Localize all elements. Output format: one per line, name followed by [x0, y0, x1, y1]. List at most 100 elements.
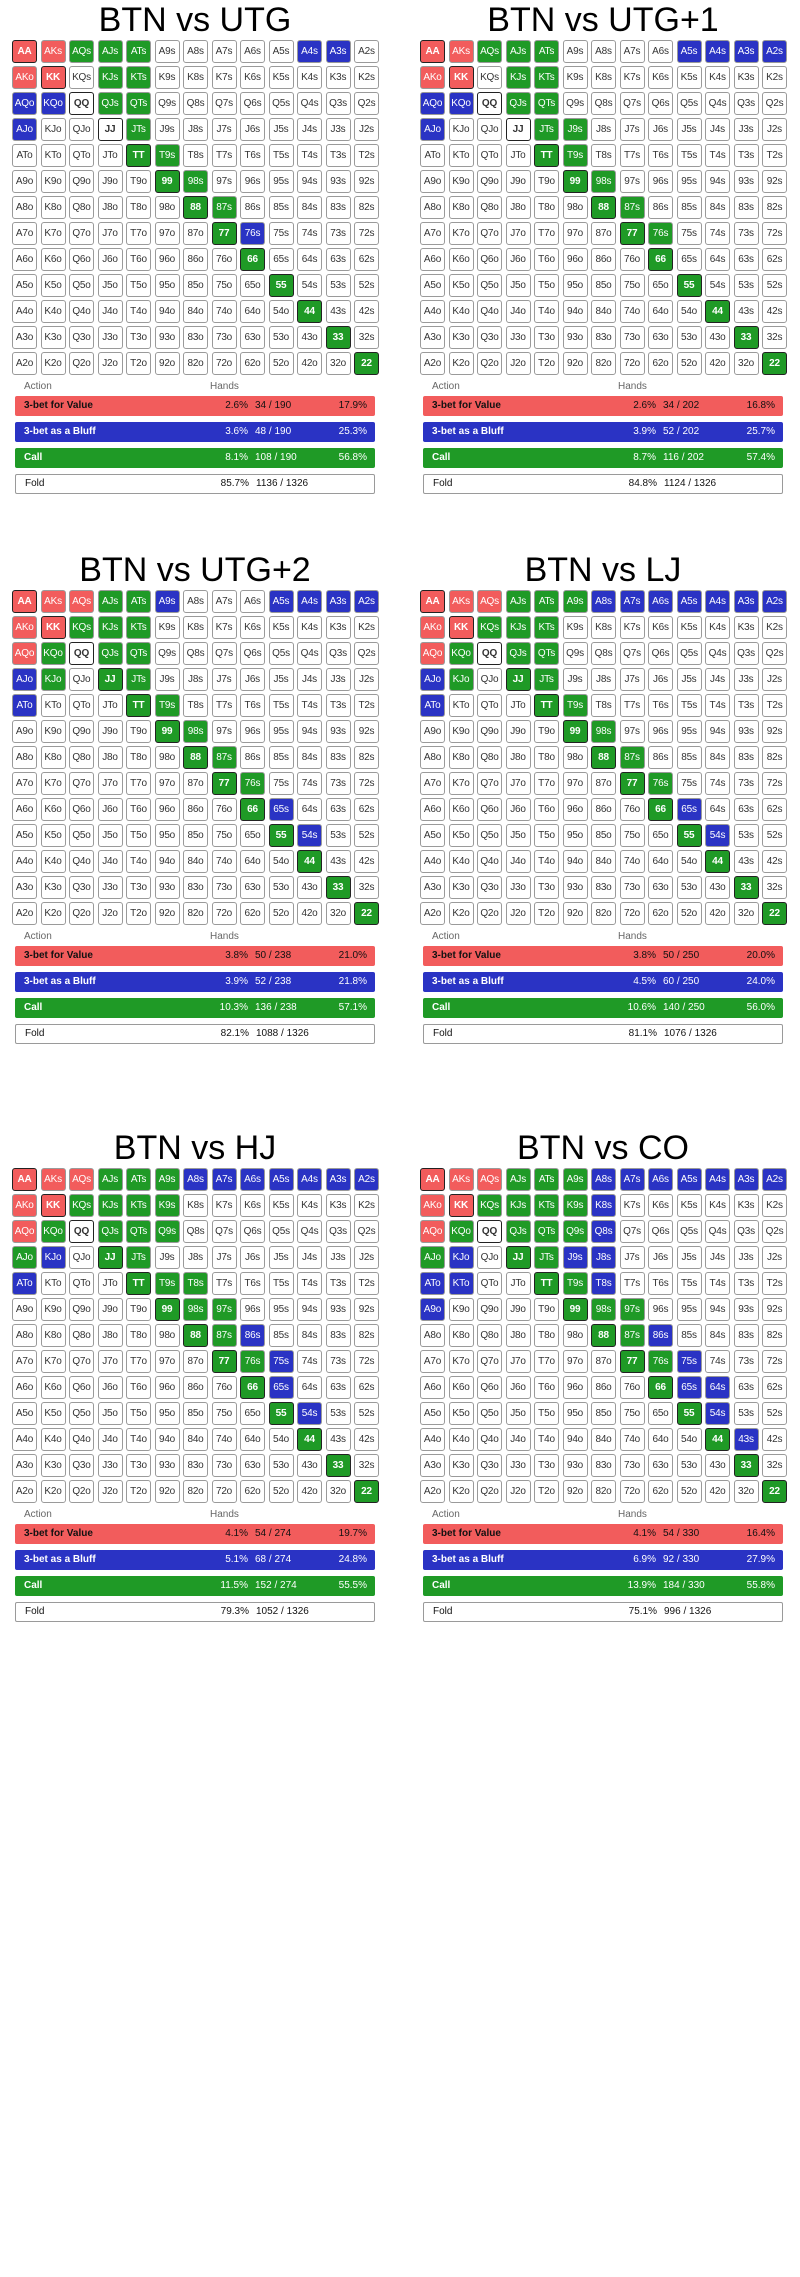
- hand-cell-t3o: T3o: [534, 1454, 559, 1477]
- hand-cell-a3s: A3s: [325, 40, 351, 63]
- hand-cell-74o: 74o: [619, 300, 645, 323]
- hand-cell-k4s: K4s: [297, 1194, 322, 1217]
- hand-cell-q8s: Q8s: [591, 1220, 616, 1243]
- hand-cell-qq: QQ: [69, 92, 94, 115]
- hand-cell-t7o: T7o: [126, 222, 151, 245]
- hand-cell-55: 55: [676, 274, 702, 297]
- hand-cell-q5o: Q5o: [477, 274, 502, 297]
- hand-cell-qq: QQ: [477, 642, 502, 665]
- hand-cell-87o: 87o: [183, 222, 208, 245]
- hand-cell-a5o: A5o: [420, 274, 445, 297]
- hand-cell-q9s: Q9s: [154, 642, 180, 665]
- hand-cell-kto: KTo: [448, 694, 474, 717]
- hand-cell-a2s: A2s: [354, 40, 379, 63]
- hand-cell-63o: 63o: [240, 1454, 265, 1477]
- combo-count: 50 / 238: [255, 950, 292, 961]
- hand-cell-a6s: A6s: [240, 40, 265, 63]
- hand-cell-t4o: T4o: [126, 1428, 151, 1451]
- hand-cell-83s: 83s: [325, 1324, 351, 1347]
- hand-cell-66: 66: [648, 1376, 673, 1399]
- hand-cell-87s: 87s: [211, 1324, 237, 1347]
- hand-cell-64s: 64s: [705, 248, 730, 271]
- hand-cell-qts: QTs: [534, 642, 559, 665]
- hand-cell-j9o: J9o: [505, 720, 531, 743]
- range-panel-btn-vs-utg: BTN vs UTG AA AKs AQs AJs ATs A9s A8s A7s A6s A5s…: [10, 0, 380, 500]
- hand-cell-87s: 87s: [619, 1324, 645, 1347]
- hand-cell-a8o: A8o: [420, 746, 445, 769]
- hand-cell-52s: 52s: [354, 824, 379, 847]
- hand-cell-t8s: T8s: [183, 144, 208, 167]
- hand-cell-q8s: Q8s: [183, 642, 208, 665]
- hand-cell-jts: JTs: [534, 1246, 559, 1269]
- hand-cell-t3s: T3s: [325, 1272, 351, 1295]
- hand-cell-75o: 75o: [619, 824, 645, 847]
- action-column-header: Action: [24, 381, 52, 392]
- hand-cell-j4o: J4o: [97, 300, 123, 323]
- action-label: 3-bet for Value: [24, 950, 93, 961]
- hand-cell-t6s: T6s: [240, 694, 265, 717]
- hand-cell-a6o: A6o: [12, 1376, 37, 1399]
- hand-cell-q3s: Q3s: [325, 92, 351, 115]
- hand-cell-a3o: A3o: [420, 1454, 445, 1477]
- hand-cell-t5o: T5o: [126, 824, 151, 847]
- hand-cell-a6o: A6o: [12, 248, 37, 271]
- hand-cell-32s: 32s: [762, 876, 787, 899]
- hand-cell-75o: 75o: [619, 274, 645, 297]
- hand-cell-a6o: A6o: [420, 798, 445, 821]
- action-percent: 3.8%: [225, 950, 248, 961]
- hand-cell-qts: QTs: [126, 642, 151, 665]
- hand-cell-ako: AKo: [420, 1194, 445, 1217]
- hand-cell-q4o: Q4o: [477, 300, 502, 323]
- hand-cell-k4s: K4s: [297, 616, 322, 639]
- hand-cell-k2o: K2o: [448, 352, 474, 375]
- hand-cell-ajs: AJs: [97, 590, 123, 613]
- hand-cell-k9o: K9o: [40, 170, 66, 193]
- hand-cell-53o: 53o: [676, 876, 702, 899]
- hand-cell-63s: 63s: [733, 1376, 759, 1399]
- hand-cell-95s: 95s: [676, 170, 702, 193]
- hand-cell-82s: 82s: [354, 196, 379, 219]
- hand-cell-qto: QTo: [69, 1272, 94, 1295]
- hand-cell-92s: 92s: [762, 1298, 787, 1321]
- hand-cell-q7o: Q7o: [477, 772, 502, 795]
- hand-cell-k8o: K8o: [448, 196, 474, 219]
- table-header: Action Hands: [418, 1506, 788, 1524]
- hand-cell-k8s: K8s: [183, 616, 208, 639]
- hand-cell-76s: 76s: [648, 772, 673, 795]
- hand-cell-j5s: J5s: [676, 668, 702, 691]
- hand-cell-86o: 86o: [591, 798, 616, 821]
- hand-cell-t3s: T3s: [325, 694, 351, 717]
- hand-cell-43o: 43o: [705, 876, 730, 899]
- hand-cell-73s: 73s: [325, 222, 351, 245]
- hand-cell-aqs: AQs: [69, 1168, 94, 1191]
- hand-cell-j6s: J6s: [648, 668, 673, 691]
- hand-cell-63o: 63o: [240, 876, 265, 899]
- hand-cell-92o: 92o: [154, 902, 180, 925]
- hand-cell-a2s: A2s: [762, 590, 787, 613]
- panel-title: BTN vs LJ: [524, 551, 682, 589]
- hand-cell-qto: QTo: [69, 694, 94, 717]
- hand-cell-j3o: J3o: [97, 326, 123, 349]
- hand-cell-ako: AKo: [12, 66, 37, 89]
- hand-cell-t3o: T3o: [126, 326, 151, 349]
- stat-row-3bet-bluff: 3-bet as a Bluff 6.9% 92 / 330 27.9%: [423, 1550, 783, 1570]
- hand-cell-94s: 94s: [705, 1298, 730, 1321]
- hand-cell-kts: KTs: [126, 66, 151, 89]
- hand-cell-73o: 73o: [619, 326, 645, 349]
- hand-cell-a2o: A2o: [12, 352, 37, 375]
- hand-cell-62s: 62s: [762, 798, 787, 821]
- hand-cell-52s: 52s: [762, 1402, 787, 1425]
- hand-cell-a7s: A7s: [619, 590, 645, 613]
- hand-cell-55: 55: [676, 1402, 702, 1425]
- hand-cell-qjs: QJs: [97, 1220, 123, 1243]
- hand-cell-86s: 86s: [240, 746, 265, 769]
- hand-cell-k9s: K9s: [154, 66, 180, 89]
- hand-cell-32o: 32o: [733, 1480, 759, 1503]
- combo-count: 1052 / 1326: [256, 1606, 309, 1617]
- combo-count: 54 / 330: [663, 1528, 700, 1539]
- hand-cell-aqo: AQo: [420, 92, 445, 115]
- hand-cell-k3s: K3s: [733, 66, 759, 89]
- hand-cell-42o: 42o: [297, 1480, 322, 1503]
- hand-cell-a9o: A9o: [12, 1298, 37, 1321]
- hand-cell-a5s: A5s: [676, 40, 702, 63]
